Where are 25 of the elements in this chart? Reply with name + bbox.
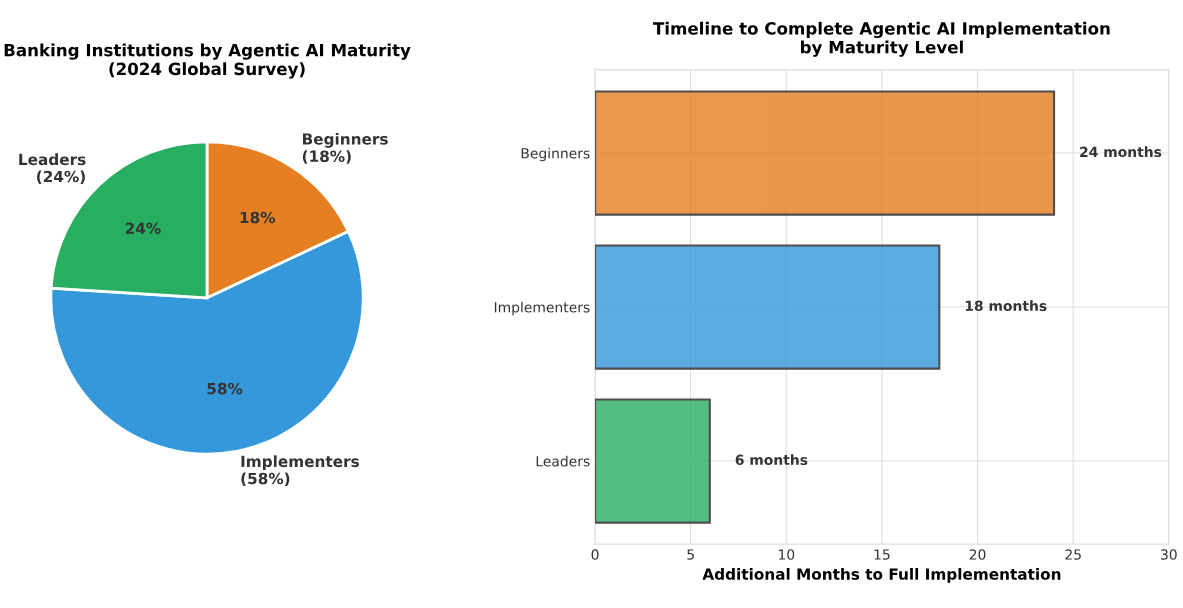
slice-label: Beginners (18%) bbox=[302, 132, 388, 164]
x-tick-label: 10 bbox=[778, 549, 795, 560]
data-label: 24 months bbox=[1080, 146, 1162, 158]
data-label: 24% bbox=[125, 222, 161, 235]
data-label: 58% bbox=[207, 382, 243, 395]
x-tick-label: 30 bbox=[1161, 549, 1177, 560]
slice-label: Implementers (58%) bbox=[241, 455, 359, 487]
bar bbox=[595, 244, 941, 370]
bar bbox=[595, 90, 1056, 216]
x-axis-title: Additional Months to Full Implementation bbox=[702, 568, 1061, 583]
x-tick-label: 15 bbox=[874, 549, 890, 560]
x-tick-label: 0 bbox=[591, 549, 599, 560]
chart-title: Banking Institutions by Agentic AI Maturity (2024 Global Survey) bbox=[4, 43, 411, 79]
chart-title: Timeline to Complete Agentic AI Implementation by Maturity Level bbox=[653, 21, 1110, 57]
y-tick-label: Implementers bbox=[494, 301, 590, 316]
x-tick-label: 25 bbox=[1065, 549, 1081, 560]
data-label: 18 months bbox=[965, 300, 1047, 312]
data-label: 6 months bbox=[735, 454, 808, 466]
y-tick-label: Leaders bbox=[536, 455, 590, 467]
x-tick-label: 5 bbox=[687, 549, 694, 560]
slice-label: Leaders (24%) bbox=[19, 153, 86, 185]
x-tick-label: 20 bbox=[969, 549, 986, 560]
y-tick-label: Beginners bbox=[521, 147, 590, 162]
data-label: 18% bbox=[240, 211, 276, 224]
bar bbox=[595, 398, 711, 524]
